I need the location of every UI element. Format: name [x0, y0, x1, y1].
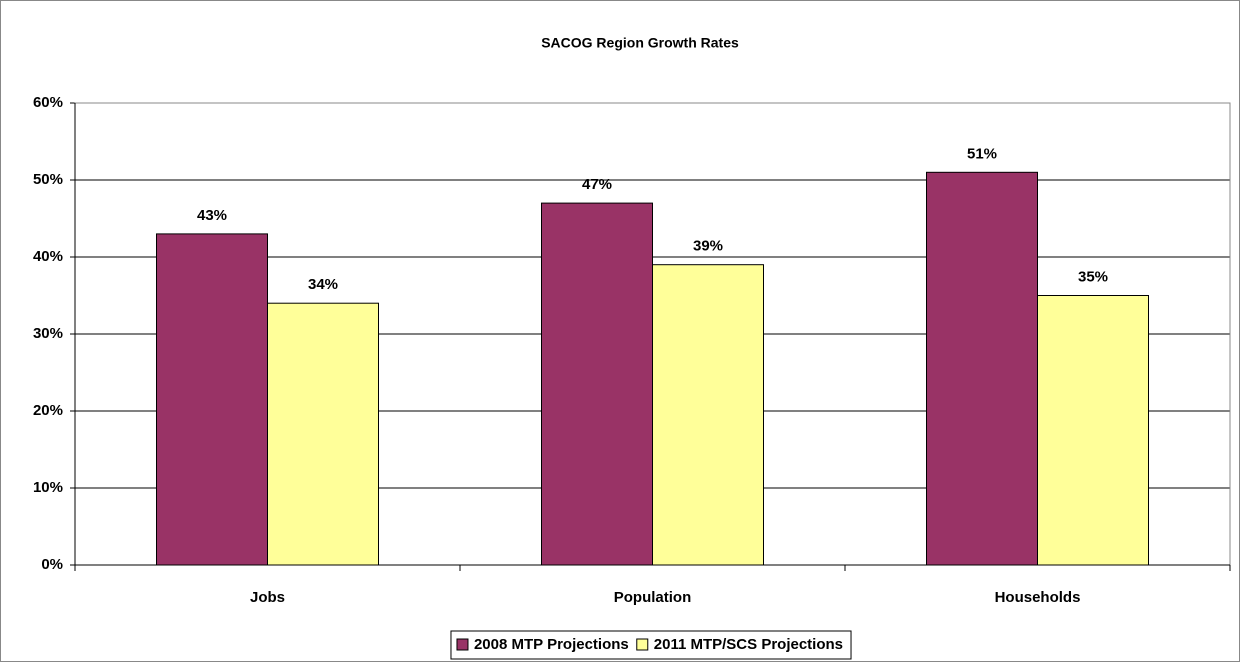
legend-swatch	[456, 638, 469, 651]
bar	[541, 202, 653, 566]
legend-box	[450, 630, 852, 660]
bar	[1037, 295, 1149, 566]
x-tick-label: Jobs	[250, 589, 285, 606]
y-tick-label: 40%	[33, 248, 63, 265]
x-tick-label: Population	[614, 589, 692, 606]
data-label: 51%	[967, 145, 997, 162]
data-label: 35%	[1078, 268, 1108, 285]
y-tick-label: 50%	[33, 171, 63, 188]
data-label: 43%	[197, 207, 227, 224]
bar	[267, 302, 379, 566]
y-tick-label: 60%	[33, 94, 63, 111]
x-tick-label: Households	[995, 589, 1081, 606]
y-tick-label: 0%	[41, 556, 63, 573]
legend-swatch	[636, 638, 649, 651]
bar	[926, 171, 1038, 566]
y-tick-label: 30%	[33, 325, 63, 342]
legend-label: 2011 MTP/SCS Projections	[654, 636, 843, 653]
data-label: 39%	[693, 238, 723, 255]
bar	[652, 264, 764, 566]
chart-title: SACOG Region Growth Rates	[541, 35, 739, 51]
y-tick-label: 10%	[33, 479, 63, 496]
y-tick-label: 20%	[33, 402, 63, 419]
bar	[156, 233, 268, 566]
data-label: 34%	[308, 276, 338, 293]
legend-label: 2008 MTP Projections	[474, 636, 629, 653]
data-label: 47%	[582, 176, 612, 193]
